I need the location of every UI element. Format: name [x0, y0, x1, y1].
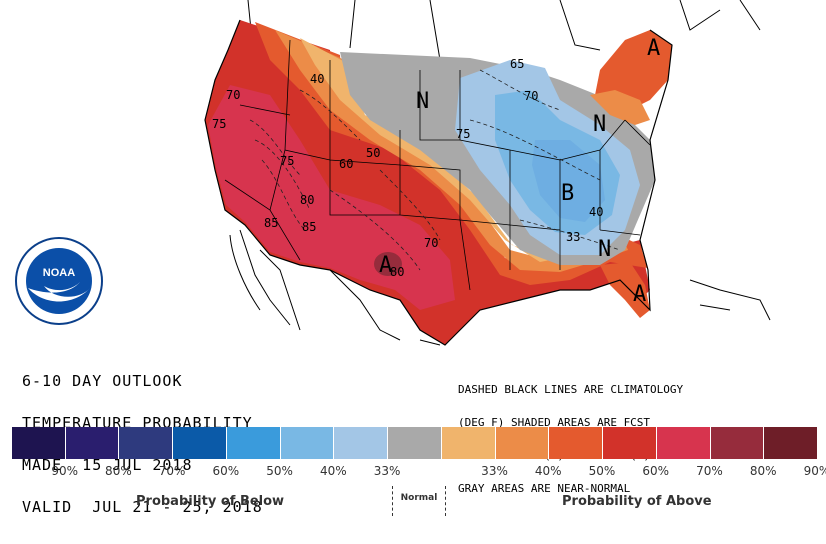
value-label: 70 — [424, 236, 438, 250]
caption-probability-above: Probability of Above — [562, 494, 712, 509]
legend-percent-label: 40% — [319, 464, 347, 478]
value-label: 33 — [566, 230, 580, 244]
noaa-logo-text: NOAA — [43, 267, 75, 279]
value-label: 85 — [264, 216, 278, 230]
value-label: 50 — [366, 146, 380, 160]
value-label: 75 — [456, 127, 470, 141]
letter-a-florida: A — [633, 282, 646, 307]
title-line: MADE 15 JUL 2018 — [22, 456, 193, 474]
legend-swatch — [495, 427, 550, 459]
letter-b-ohio-valley: B — [561, 181, 574, 206]
legend-percent-label: 90% — [803, 464, 826, 478]
probability-legend — [12, 427, 819, 459]
title-line: TEMPERATURE PROBABILITY — [22, 414, 253, 432]
legend-swatch — [280, 427, 335, 459]
letter-n-east: N — [593, 112, 606, 137]
letter-a-northeast: A — [647, 36, 660, 61]
legend-swatch — [603, 427, 657, 459]
value-label: 80 — [390, 265, 404, 279]
legend-swatch — [65, 427, 120, 459]
legend-percent-label: 33% — [373, 464, 401, 478]
contour-values: 65 70 40 70 75 50 60 75 75 80 85 85 70 8… — [212, 57, 603, 279]
outlook-figure: N N N B A A A 65 70 40 70 75 50 60 75 75… — [12, 0, 826, 516]
value-label: 65 — [510, 57, 524, 71]
title-line: 6-10 DAY OUTLOOK — [22, 372, 183, 390]
title-line: VALID JUL 21 - 25, 2018 — [22, 498, 263, 516]
legend-swatch — [226, 427, 281, 459]
legend-percent-label: 50% — [266, 464, 293, 478]
value-label: 40 — [589, 205, 603, 219]
legend-percent-label: 80% — [749, 464, 777, 478]
note-line: DASHED BLACK LINES ARE CLIMATOLOGY — [458, 383, 684, 396]
region-ne-band — [590, 90, 650, 125]
legend-percent-label: 40% — [534, 464, 562, 478]
note-line: (DEG F) SHADED AREAS ARE FCST — [458, 416, 651, 429]
region-florida — [600, 262, 650, 318]
legend-percent-label: 33% — [481, 464, 508, 478]
legend-swatch — [173, 427, 227, 459]
region-above-90 — [374, 252, 402, 276]
letter-a-texas: A — [379, 253, 392, 278]
value-label: 40 — [310, 72, 324, 86]
legend-percent-label: 60% — [642, 464, 670, 478]
state-boundaries — [204, 19, 673, 346]
legend-swatch — [710, 427, 765, 459]
band-above-40 — [300, 38, 612, 262]
legend-swatch — [764, 427, 819, 459]
letter-n-southeast: N — [598, 237, 611, 262]
climatology-lines — [249, 69, 621, 271]
us-outlook-map: N N N B A A A 65 70 40 70 75 50 60 75 75… — [204, 0, 771, 346]
legend-swatch — [12, 427, 66, 459]
legend-percent-row: 90% 80% 70% 60% 50% 40% 33% 33% 40% 50% 60% 70% 80% 9… — [12, 464, 826, 480]
legend-swatch — [334, 427, 389, 459]
value-label: 70 — [524, 89, 538, 103]
legend-percent-label: 60% — [212, 464, 240, 478]
caption-probability-below: Probability of Below — [136, 494, 285, 509]
legend-swatch — [549, 427, 604, 459]
value-label: 60 — [339, 157, 353, 171]
caption-normal: Normal — [392, 486, 446, 516]
value-label: 85 — [302, 220, 316, 234]
value-label: 80 — [300, 193, 314, 207]
legend-percent-label: 80% — [105, 464, 132, 478]
legend-percent-label: 70% — [158, 464, 186, 478]
region-below-50 — [532, 140, 605, 222]
letter-n-plains: N — [416, 89, 429, 114]
legend-swatch — [656, 427, 711, 459]
legend-percent-label: 90% — [51, 464, 78, 478]
legend-percent-label: 50% — [588, 464, 616, 478]
value-label: 75 — [280, 154, 294, 168]
noaa-logo: NOAA — [15, 237, 103, 325]
neighbor-outlines — [229, 0, 771, 346]
value-label: 75 — [212, 117, 226, 131]
region-ne-above — [595, 30, 672, 110]
note-line: GRAY AREAS ARE NEAR-NORMAL — [458, 482, 631, 495]
value-label: 70 — [226, 88, 240, 102]
legend-percent-label: 70% — [696, 464, 723, 478]
legend-swatch — [119, 427, 174, 459]
legend-swatch — [388, 427, 442, 459]
outlook-title: 6-10 DAY OUTLOOK TEMPERATURE PROBABILITY… — [22, 346, 263, 542]
legend-swatch — [441, 427, 496, 459]
category-letters: N N N B A A A — [379, 36, 660, 307]
